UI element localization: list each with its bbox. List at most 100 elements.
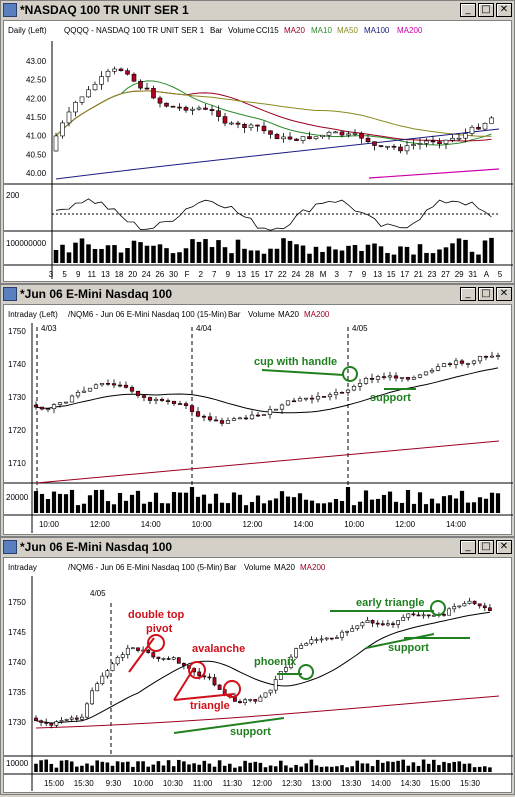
y-tick-label: 42.50 xyxy=(26,76,47,85)
minimize-button[interactable]: _ xyxy=(460,287,476,301)
daily-chart-svg[interactable]: Daily (Left) QQQQ - NASDAQ 100 TR UNIT S… xyxy=(4,21,513,281)
volume-bar xyxy=(441,496,447,513)
volume-bar xyxy=(138,242,143,263)
minimize-button[interactable]: _ xyxy=(460,540,476,554)
volume-bar xyxy=(426,763,431,772)
intraday-15min-svg[interactable]: Intraday (Left) /NQM6 - Jun 06 E-Mini Na… xyxy=(4,305,513,534)
candle xyxy=(447,363,453,365)
y-tick-label: 1730 xyxy=(8,718,26,727)
session-date: 4/03 xyxy=(41,324,57,333)
volume-bar xyxy=(417,492,423,513)
volume-bar xyxy=(196,241,202,263)
candle xyxy=(57,402,63,405)
volume-bar xyxy=(229,253,234,263)
volume-bar xyxy=(488,767,492,772)
candle xyxy=(66,111,72,124)
volume-bar xyxy=(263,767,268,772)
y-tick-label: 1710 xyxy=(8,459,26,468)
candle xyxy=(351,386,357,391)
candle xyxy=(453,360,459,365)
volume-bar xyxy=(51,491,57,513)
volume-bar xyxy=(45,499,51,513)
x-tick-label: 17 xyxy=(400,270,409,279)
volume-label: Volume xyxy=(228,26,255,35)
chart-area[interactable]: Intraday /NQM6 - Jun 06 E-Mini Nasdaq 10… xyxy=(3,557,513,793)
x-tick-label: 11:00 xyxy=(193,779,213,788)
x-tick-label: 14:00 xyxy=(446,520,467,529)
volume-bar xyxy=(225,503,231,513)
price-bars xyxy=(33,351,501,427)
volume-bar xyxy=(483,766,487,772)
volume-bar xyxy=(357,501,363,513)
candle xyxy=(283,667,288,672)
candle xyxy=(391,623,395,625)
close-button[interactable]: ✕ xyxy=(496,287,512,301)
candle xyxy=(135,390,141,396)
titlebar[interactable]: *Jun 06 E-Mini Nasdaq 100 _ □ ✕ xyxy=(1,538,514,556)
candle xyxy=(33,404,39,408)
candle xyxy=(398,146,403,152)
titlebar[interactable]: *Jun 06 E-Mini Nasdaq 100 _ □ ✕ xyxy=(1,285,514,303)
x-tick-label: 14:00 xyxy=(371,779,392,788)
candle xyxy=(450,137,455,141)
candle xyxy=(129,387,135,392)
volume-bar xyxy=(233,767,237,772)
candle xyxy=(391,145,397,148)
candle xyxy=(63,401,69,404)
ma50-label: MA50 xyxy=(337,26,358,35)
symbol-label: /NQM6 - Jun 06 E-Mini Nasdaq 100 (5-Min) xyxy=(68,563,223,572)
candle xyxy=(424,140,429,144)
chart-area[interactable]: Daily (Left) QQQQ - NASDAQ 100 TR UNIT S… xyxy=(3,20,513,282)
volume-bar xyxy=(326,246,332,263)
volume-bar xyxy=(171,492,177,513)
close-button[interactable]: ✕ xyxy=(496,540,512,554)
volume-bar xyxy=(398,246,403,263)
volume-bar xyxy=(417,244,423,263)
volume-bar xyxy=(304,763,309,772)
candle xyxy=(242,123,247,128)
candle xyxy=(49,722,54,726)
x-tick-label: 23 xyxy=(428,270,437,279)
volume-bar xyxy=(190,239,195,263)
close-button[interactable]: ✕ xyxy=(496,3,512,17)
volume-bar xyxy=(405,490,411,513)
volume-bar xyxy=(235,239,241,263)
volume-bar xyxy=(381,762,385,772)
ma20-label: MA20 xyxy=(278,310,299,319)
candle xyxy=(51,404,57,410)
intraday-5min-svg[interactable]: Intraday /NQM6 - Jun 06 E-Mini Nasdaq 10… xyxy=(4,558,513,792)
session-date: 4/04 xyxy=(196,324,212,333)
x-tick-label: 13 xyxy=(101,270,110,279)
volume-bar xyxy=(335,766,339,772)
volume-bar xyxy=(330,766,334,772)
volume-bar xyxy=(309,500,315,513)
maximize-button[interactable]: □ xyxy=(478,540,494,554)
maximize-button[interactable]: □ xyxy=(478,3,494,17)
volume-bar xyxy=(489,237,494,263)
volume-bar xyxy=(144,245,150,263)
maximize-button[interactable]: □ xyxy=(478,287,494,301)
candle xyxy=(385,623,390,626)
chart-window-icon xyxy=(3,540,17,554)
candle xyxy=(297,398,303,402)
support-label: support xyxy=(370,392,411,404)
info-line: Daily (Left) QQQQ - NASDAQ 100 TR UNIT S… xyxy=(8,26,423,35)
chart-area[interactable]: Intraday (Left) /NQM6 - Jun 06 E-Mini Na… xyxy=(3,304,513,535)
candle xyxy=(456,137,462,140)
candle xyxy=(151,652,156,658)
x-tick-label: 24 xyxy=(142,270,151,279)
candle xyxy=(268,130,273,135)
volume-bar xyxy=(378,246,384,263)
candle xyxy=(465,363,471,365)
x-tick-label: 10:30 xyxy=(163,779,184,788)
candle xyxy=(203,107,208,110)
volume-bar xyxy=(465,502,471,513)
x-tick-label: 12:00 xyxy=(252,779,273,788)
candle xyxy=(229,122,234,125)
candle xyxy=(355,625,360,629)
volume-bar xyxy=(469,251,475,263)
titlebar[interactable]: *NASDAQ 100 TR UNIT SER 1 _ □ ✕ xyxy=(1,1,514,19)
minimize-button[interactable]: _ xyxy=(460,3,476,17)
candle xyxy=(99,383,105,386)
volume-bar xyxy=(279,491,285,513)
